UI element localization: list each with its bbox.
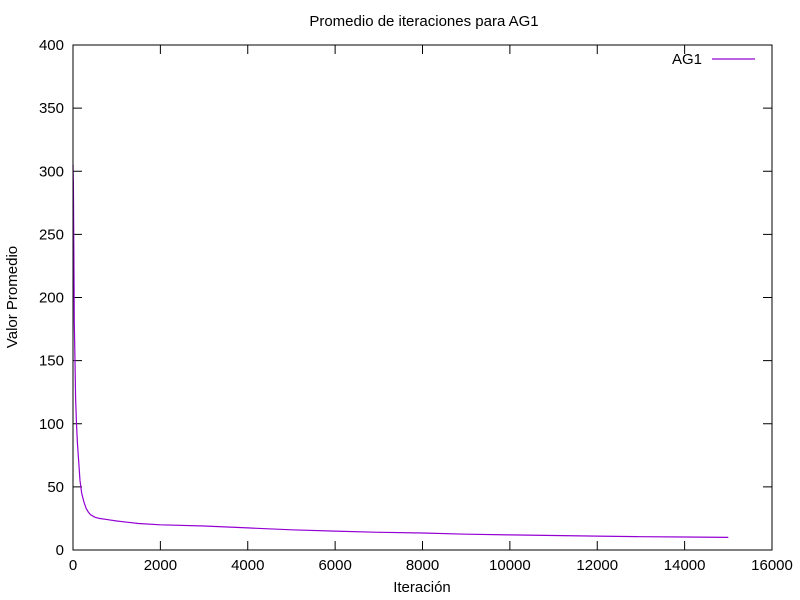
- x-tick-label: 4000: [231, 557, 264, 574]
- chart-title: Promedio de iteraciones para AG1: [309, 13, 538, 30]
- x-tick-label: 2000: [144, 557, 177, 574]
- x-tick-label: 10000: [489, 557, 531, 574]
- legend: AG1: [672, 51, 755, 68]
- y-tick-label: 400: [39, 37, 64, 54]
- x-tick-label: 12000: [576, 557, 618, 574]
- y-tick-label: 300: [39, 163, 64, 180]
- y-tick-label: 200: [39, 290, 64, 307]
- y-tick-label: 50: [47, 479, 64, 496]
- y-tick-label: 100: [39, 416, 64, 433]
- series-line-ag1: [72, 164, 729, 538]
- y-axis-label: Valor Promedio: [4, 246, 21, 348]
- series-layer: [72, 164, 729, 538]
- plot-frame: [72, 44, 773, 551]
- x-tick-label: 14000: [664, 557, 706, 574]
- y-tick-label: 0: [56, 542, 64, 559]
- x-tick-label: 0: [69, 557, 77, 574]
- x-tick-label: 8000: [406, 557, 439, 574]
- y-tick-label: 150: [39, 353, 64, 370]
- y-tick-label: 250: [39, 226, 64, 243]
- x-tick-label: 6000: [318, 557, 351, 574]
- x-axis-label: Iteración: [393, 579, 451, 596]
- legend-label: AG1: [672, 51, 702, 68]
- x-tick-label: 16000: [751, 557, 793, 574]
- y-tick-label: 350: [39, 100, 64, 117]
